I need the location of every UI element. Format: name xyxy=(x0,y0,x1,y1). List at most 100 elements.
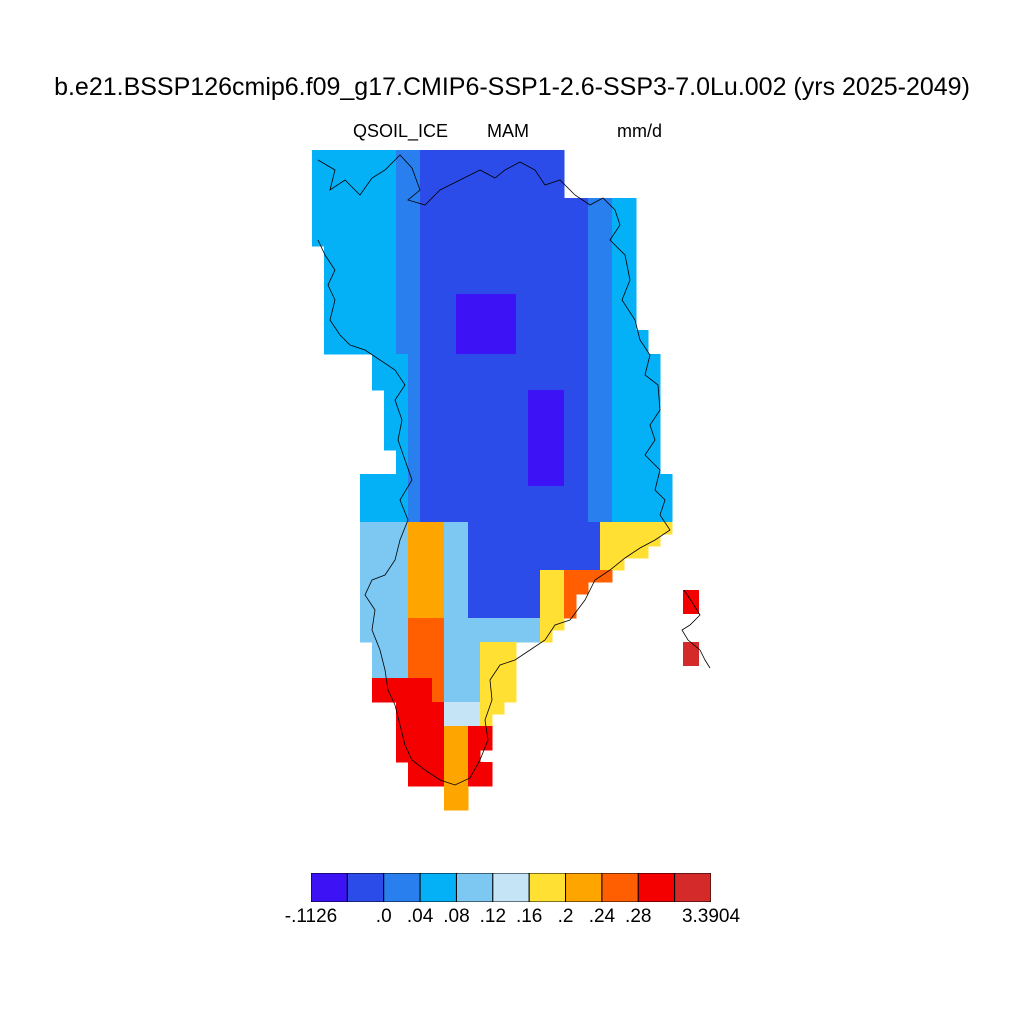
grid-cell xyxy=(468,318,481,331)
grid-cell xyxy=(384,378,397,391)
grid-cell xyxy=(396,498,409,511)
grid-cell xyxy=(444,714,457,727)
colorbar-bin xyxy=(637,873,676,902)
grid-cell xyxy=(480,282,493,295)
grid-cell xyxy=(372,594,385,607)
grid-cell xyxy=(360,486,373,499)
grid-cell xyxy=(456,414,469,427)
grid-cell xyxy=(600,486,613,499)
grid-cell xyxy=(432,666,445,679)
grid-cell xyxy=(468,690,481,703)
grid-cell xyxy=(516,618,529,631)
grid-cell xyxy=(408,642,421,655)
grid-cell xyxy=(576,546,589,559)
grid-cell xyxy=(504,414,517,427)
grid-cell xyxy=(564,366,577,379)
grid-cell xyxy=(396,438,409,451)
grid-cell xyxy=(540,402,553,415)
grid-cell xyxy=(576,510,589,523)
grid-cell xyxy=(540,354,553,367)
grid-cell xyxy=(480,654,493,667)
grid-cell xyxy=(552,354,565,367)
grid-cell xyxy=(660,474,673,487)
grid-cell xyxy=(444,150,457,163)
grid-cell xyxy=(492,378,505,391)
grid-cell xyxy=(396,174,409,187)
grid-cell xyxy=(600,366,613,379)
grid-cell xyxy=(432,174,445,187)
grid-cell xyxy=(588,246,601,259)
grid-cell xyxy=(444,450,457,463)
grid-cell xyxy=(540,450,553,463)
grid-cell xyxy=(468,246,481,259)
grid-cell xyxy=(456,630,469,643)
grid-cell xyxy=(420,702,433,715)
grid-cell xyxy=(444,342,457,355)
grid-cell xyxy=(432,510,445,523)
grid-cell xyxy=(516,630,529,643)
grid-cell xyxy=(420,222,433,235)
grid-cell xyxy=(480,510,493,523)
grid-cell xyxy=(636,390,649,403)
grid-cell xyxy=(468,402,481,415)
grid-cell xyxy=(468,174,481,187)
grid-cell xyxy=(468,498,481,511)
grid-cell xyxy=(396,678,409,691)
grid-cell xyxy=(624,270,637,283)
grid-cell xyxy=(456,726,469,739)
grid-cell xyxy=(612,246,625,259)
grid-cell xyxy=(456,702,469,715)
grid-cell xyxy=(456,558,469,571)
colorbar-bin xyxy=(492,873,530,902)
colorbar-label: .2 xyxy=(557,906,574,927)
grid-cell xyxy=(600,390,613,403)
grid-cell xyxy=(336,258,349,271)
grid-cell xyxy=(504,654,517,667)
grid-cell xyxy=(420,774,433,787)
grid-cell xyxy=(683,642,699,654)
grid-cell xyxy=(504,354,517,367)
grid-cell xyxy=(336,294,349,307)
grid-cell xyxy=(516,282,529,295)
grid-cell xyxy=(432,390,445,403)
grid-cell xyxy=(444,726,457,739)
grid-cell xyxy=(504,150,517,163)
grid-cell xyxy=(468,654,481,667)
grid-cell xyxy=(528,498,541,511)
grid-cell xyxy=(516,222,529,235)
grid-cell xyxy=(408,750,421,763)
grid-cell xyxy=(660,486,673,499)
grid-cell xyxy=(384,426,397,439)
grid-cell xyxy=(528,618,541,631)
grid-cell xyxy=(408,486,421,499)
grid-cell xyxy=(540,330,553,343)
grid-cell xyxy=(648,510,661,523)
grid-cell xyxy=(432,414,445,427)
grid-cell xyxy=(516,498,529,511)
grid-cell xyxy=(468,462,481,475)
grid-cell xyxy=(516,558,529,571)
grid-cell xyxy=(384,594,397,607)
grid-cell xyxy=(444,198,457,211)
grid-cell xyxy=(504,174,517,187)
grid-cell xyxy=(456,306,469,319)
grid-cell xyxy=(492,246,505,259)
grid-cell xyxy=(396,738,409,751)
grid-cell xyxy=(372,366,385,379)
grid-cell xyxy=(468,486,481,499)
grid-cell xyxy=(600,402,613,415)
grid-cell xyxy=(432,438,445,451)
grid-cell xyxy=(372,210,385,223)
grid-cell xyxy=(648,390,661,403)
grid-cell xyxy=(552,330,565,343)
grid-cell xyxy=(504,474,517,487)
grid-cell xyxy=(396,378,409,391)
grid-cell xyxy=(420,618,433,631)
grid-cell xyxy=(408,258,421,271)
grid-cell xyxy=(432,354,445,367)
grid-cell xyxy=(408,558,421,571)
grid-cell xyxy=(444,594,457,607)
grid-cell xyxy=(480,774,493,787)
grid-cell xyxy=(636,414,649,427)
grid-cell xyxy=(324,198,337,211)
